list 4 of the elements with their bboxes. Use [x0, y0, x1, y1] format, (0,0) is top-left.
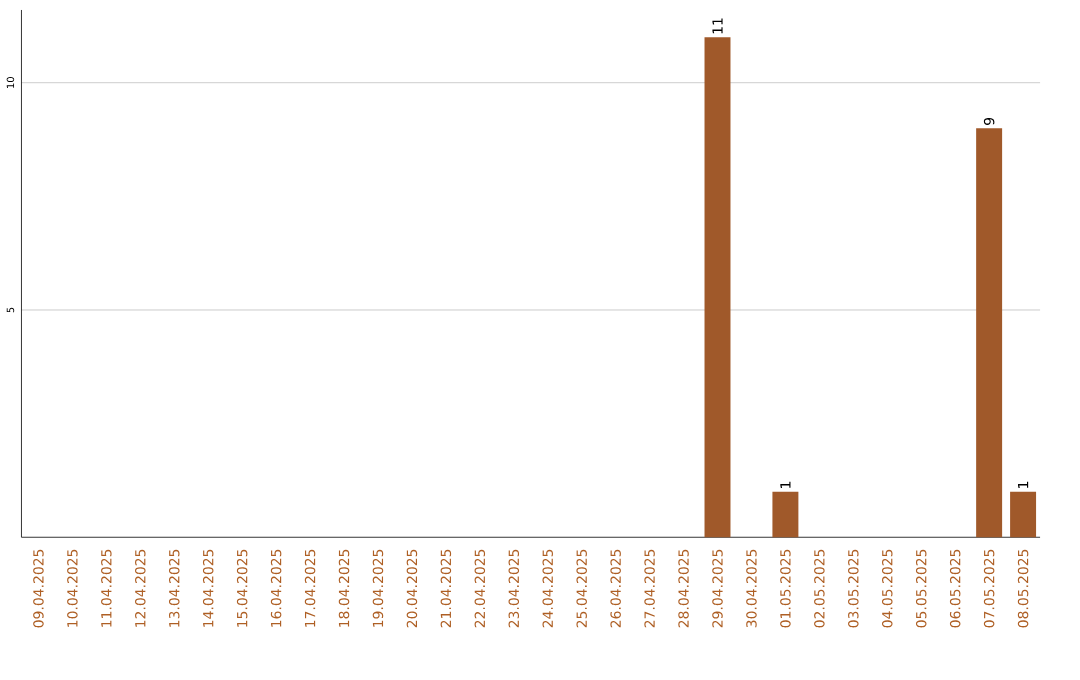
bar [1010, 492, 1037, 538]
bar [772, 492, 799, 538]
bar [704, 37, 731, 538]
bar [976, 128, 1003, 538]
